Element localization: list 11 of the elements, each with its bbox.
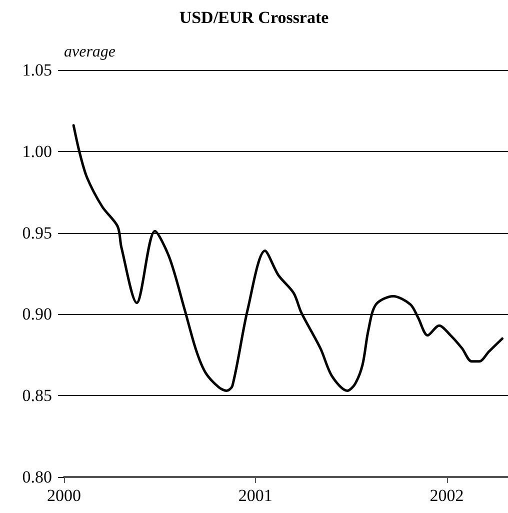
y-tick-label: 1.05 (22, 60, 52, 80)
y-tick-label: 0.80 (22, 468, 52, 486)
y-axis-title: average (64, 44, 116, 60)
chart-title: USD/EUR Crossrate (179, 8, 330, 27)
x-tick-label: 2002 (430, 486, 464, 505)
y-tick-label: 1.00 (22, 142, 52, 161)
y-tick-label: 0.90 (22, 304, 52, 324)
y-tick-label: 0.85 (22, 386, 52, 406)
y-tick-label: 0.95 (22, 223, 52, 242)
x-tick-label: 2000 (47, 486, 81, 505)
x-tick-label: 2001 (238, 486, 272, 505)
